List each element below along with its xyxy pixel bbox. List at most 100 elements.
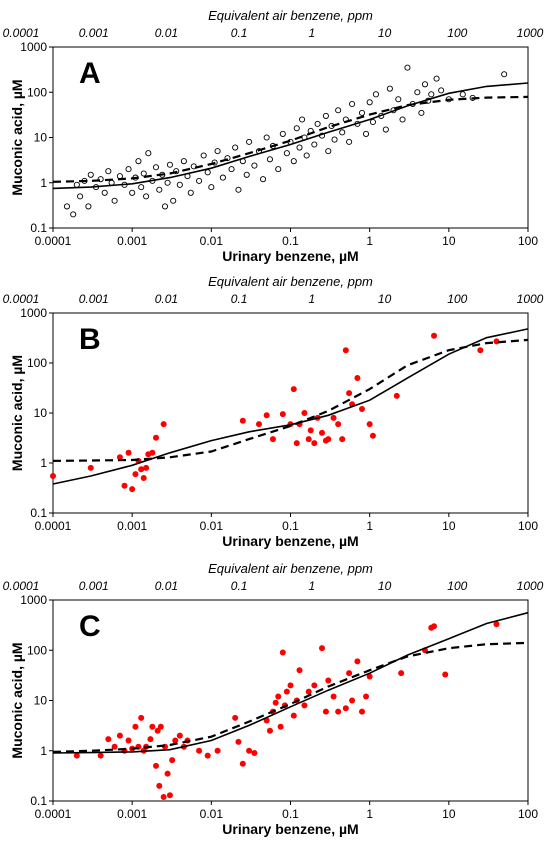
data-point — [132, 471, 139, 478]
data-point — [325, 677, 332, 684]
data-point — [166, 792, 173, 799]
data-point — [259, 176, 267, 183]
y-tick-label: 1000 — [20, 593, 47, 607]
data-point — [275, 693, 282, 700]
data-point — [305, 688, 312, 695]
data-point — [279, 130, 286, 137]
data-point — [140, 475, 147, 482]
data-point — [283, 150, 290, 157]
data-point — [263, 412, 270, 419]
data-point — [418, 109, 425, 116]
data-point — [330, 693, 337, 700]
top-axis-tick-label: 0.1 — [231, 26, 248, 40]
data-point — [164, 770, 171, 777]
data-point — [160, 421, 167, 428]
data-point — [228, 166, 235, 173]
data-point — [87, 464, 94, 471]
data-point — [152, 164, 160, 171]
y-tick-label: 10 — [34, 694, 48, 708]
x-tick-label: 0.0001 — [35, 234, 72, 248]
x-tick-label: 0.001 — [117, 234, 147, 248]
data-point — [63, 203, 70, 210]
x-tick-label: 100 — [518, 807, 538, 821]
data-point — [255, 421, 262, 428]
data-point — [335, 421, 342, 428]
top-axis-tick-label: 1000 — [517, 26, 544, 40]
data-point — [314, 120, 321, 127]
y-axis-title: Muconic acid, µM — [9, 642, 25, 758]
x-axis-title: Urinary benzene, µM — [222, 533, 358, 549]
data-point — [169, 757, 176, 764]
data-point — [239, 417, 246, 424]
panel-label: B — [79, 323, 101, 356]
data-point — [322, 112, 329, 119]
data-point — [395, 96, 402, 103]
data-point — [319, 645, 326, 652]
data-point — [125, 166, 132, 173]
top-axis-tick-label: 10 — [378, 26, 392, 40]
data-point — [433, 75, 440, 82]
data-point — [125, 737, 132, 744]
data-point — [105, 168, 112, 175]
data-point — [421, 81, 429, 88]
solid-fit-curve — [52, 328, 529, 485]
data-point — [335, 708, 342, 715]
x-tick-label: 0.01 — [200, 234, 224, 248]
top-axis-tick-label: 0.0001 — [3, 579, 40, 593]
data-point — [349, 100, 356, 108]
data-point — [138, 184, 145, 191]
plot-frame — [52, 599, 529, 802]
plot-frame — [52, 46, 529, 229]
data-point — [239, 760, 246, 767]
x-tick-label: 0.01 — [200, 807, 224, 821]
y-tick-label: 10 — [34, 406, 48, 420]
data-point — [246, 747, 253, 754]
chart-panel-c: 0.0001 0.001 0.01 0.1 1 10 1000.111010010000.0… — [3, 561, 544, 837]
data-point — [145, 150, 152, 157]
data-point — [243, 171, 250, 178]
data-point — [263, 134, 270, 141]
data-point — [399, 116, 406, 123]
data-point — [266, 727, 273, 734]
data-point — [196, 747, 203, 754]
y-tick-label: 1 — [40, 744, 47, 758]
y-tick-label: 1 — [40, 176, 47, 190]
top-axis-tick-label: 0.01 — [155, 26, 178, 40]
x-axis-title: Urinary benzene, µM — [222, 248, 358, 264]
solid-fit-curve — [52, 82, 529, 190]
data-point — [138, 714, 145, 721]
data-point — [358, 109, 366, 116]
data-point — [211, 159, 218, 166]
data-point — [477, 347, 484, 354]
data-point — [164, 179, 171, 186]
top-axis-title: Equivalent air benzene, ppm — [208, 8, 373, 23]
data-point — [279, 649, 286, 656]
data-point — [176, 732, 183, 739]
data-point — [330, 414, 337, 421]
data-point — [160, 794, 167, 801]
data-point — [311, 440, 318, 447]
y-axis-title: Muconic acid, µM — [9, 355, 25, 471]
x-tick-label: 1 — [366, 234, 373, 248]
data-point — [358, 708, 365, 715]
x-tick-label: 0.1 — [282, 807, 299, 821]
x-tick-label: 100 — [518, 519, 538, 533]
top-axis-tick-label: 0.001 — [79, 292, 109, 306]
data-point — [382, 126, 389, 133]
y-tick-label: 100 — [27, 643, 47, 657]
data-point — [325, 148, 332, 155]
x-tick-label: 0.001 — [117, 519, 147, 533]
data-point — [269, 436, 276, 443]
x-tick-label: 1 — [366, 519, 373, 533]
data-point — [342, 347, 349, 354]
data-point — [170, 197, 177, 204]
solid-fit-curve — [52, 611, 529, 754]
top-axis-tick-label: 100 — [447, 579, 467, 593]
data-point — [358, 406, 365, 413]
data-point — [172, 737, 179, 744]
top-axis-tick-label: 0.0001 — [3, 292, 40, 306]
data-point — [200, 152, 207, 159]
x-tick-label: 100 — [518, 234, 538, 248]
x-tick-label: 0.001 — [117, 807, 147, 821]
data-point — [50, 472, 56, 479]
